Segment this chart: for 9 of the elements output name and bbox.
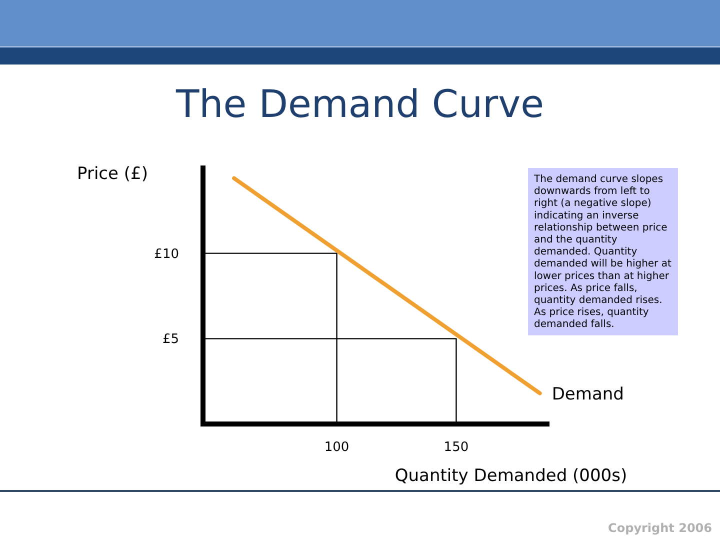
series-label: Demand xyxy=(552,384,624,404)
chart-title: The Demand Curve xyxy=(174,82,544,126)
y-axis-title: Price (£) xyxy=(77,164,148,184)
text: Copyright 2006 xyxy=(608,521,712,535)
y-tick-label: £10 xyxy=(154,246,179,262)
x-tick-label: 150 xyxy=(444,440,469,455)
x-tick-label: 100 xyxy=(324,440,350,455)
x-axis-title: Quantity Demanded (000s) xyxy=(394,466,628,486)
y-tick-label: £5 xyxy=(162,332,179,348)
